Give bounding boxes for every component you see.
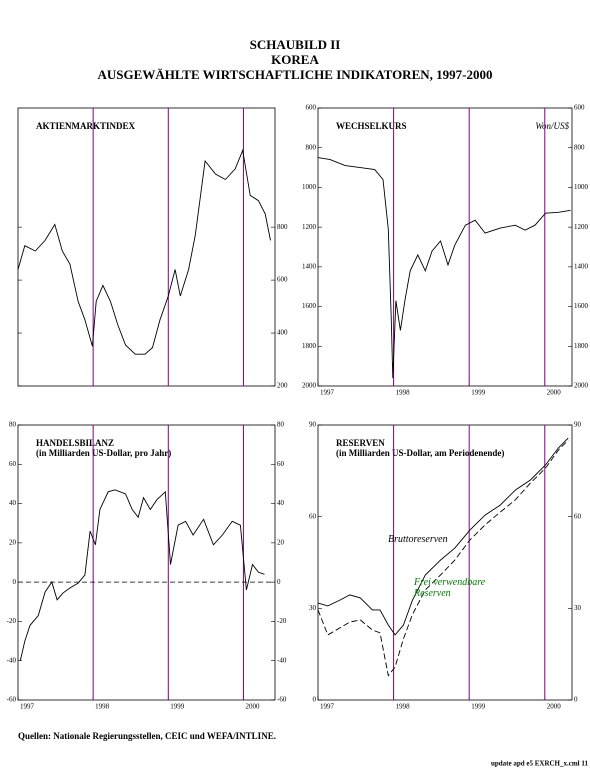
x-tick-label: 2000 — [245, 703, 260, 711]
y-tick-label: 800 — [277, 223, 288, 231]
y-tick-label: -60 — [277, 696, 287, 704]
y-tick-label: 1400 — [574, 262, 589, 270]
y-tick-label: 1400 — [302, 262, 317, 270]
panel-title: AKTIENMARKTINDEX — [36, 121, 136, 131]
x-tick-label: 2000 — [547, 703, 562, 711]
data-line — [317, 437, 569, 636]
page-title: KOREA — [271, 52, 319, 67]
series-label: Bruttoreserven — [388, 534, 448, 545]
y-tick-label: 600 — [277, 276, 288, 284]
y-tick-label: -60 — [7, 696, 17, 704]
y-tick-label: 600 — [574, 104, 585, 112]
data-line — [317, 439, 569, 677]
data-line — [317, 157, 571, 379]
panel-subtitle: (in Milliarden US-Dollar, pro Jahr) — [36, 448, 171, 458]
y-tick-label: 80 — [9, 421, 17, 429]
x-tick-label: 1998 — [396, 389, 411, 397]
y-tick-label: 1800 — [574, 342, 589, 350]
plot-frame — [17, 107, 276, 387]
x-tick-label: 1999 — [471, 703, 486, 711]
y-tick-label: 90 — [574, 421, 582, 429]
x-tick-label: 1997 — [320, 703, 335, 711]
page-title: SCHAUBILD II — [250, 37, 341, 52]
x-tick-label: 2000 — [547, 389, 562, 397]
panel-title: HANDELSBILANZ — [36, 438, 114, 448]
panel-title: WECHSELKURS — [336, 121, 407, 131]
y-tick-label: 60 — [309, 512, 317, 520]
x-tick-label: 1999 — [170, 703, 185, 711]
data-line — [17, 148, 271, 355]
y-tick-label: 1800 — [302, 342, 317, 350]
y-tick-label: 60 — [574, 512, 582, 520]
y-tick-label: 1000 — [574, 183, 589, 191]
y-tick-label: 30 — [309, 604, 317, 612]
y-tick-label: 1200 — [574, 223, 589, 231]
y-tick-label: 1600 — [302, 302, 317, 310]
y-tick-label: 400 — [277, 329, 288, 337]
x-tick-label: 1998 — [396, 703, 411, 711]
y-tick-label: 60 — [277, 460, 285, 468]
y-tick-label: 20 — [277, 538, 285, 546]
y-tick-label: 40 — [9, 499, 17, 507]
y-tick-label: 1000 — [302, 183, 317, 191]
y-tick-label: -40 — [7, 656, 17, 664]
series-label: Frei verwendbare Reserven — [414, 577, 486, 599]
footnote: update apd e5 EXRCH_x.cml 11 — [491, 760, 589, 768]
y-tick-label: 80 — [277, 421, 285, 429]
x-tick-label: 1998 — [95, 703, 110, 711]
panel-title: RESERVEN — [336, 438, 385, 448]
plot-frame — [17, 424, 276, 701]
y-tick-label: 40 — [277, 499, 285, 507]
y-tick-label: 30 — [574, 604, 582, 612]
y-tick-label: 2000 — [302, 382, 317, 390]
y-tick-label: -20 — [7, 617, 17, 625]
y-tick-label: 800 — [306, 143, 317, 151]
plot-frame — [317, 424, 573, 701]
y-tick-label: 1200 — [302, 223, 317, 231]
y-tick-label: 600 — [306, 104, 317, 112]
x-tick-label: 1999 — [471, 389, 486, 397]
y-tick-label: 0 — [13, 578, 17, 586]
y-tick-label: 0 — [277, 578, 281, 586]
y-tick-label: 0 — [574, 696, 578, 704]
y-tick-label: 0 — [313, 696, 317, 704]
y-tick-label: 2000 — [574, 382, 589, 390]
y-tick-label: -20 — [277, 617, 287, 625]
x-tick-label: 1997 — [320, 389, 335, 397]
y-tick-label: 200 — [277, 382, 288, 390]
y-tick-label: 90 — [309, 421, 317, 429]
x-tick-label: 1997 — [20, 703, 35, 711]
panel-subtitle: (in Milliarden US-Dollar, am Periodenend… — [336, 448, 504, 458]
y-tick-label: 1600 — [574, 302, 589, 310]
page-title: AUSGEWÄHLTE WIRTSCHAFTLICHE INDIKATOREN,… — [98, 67, 493, 82]
source: Quellen: Nationale Regierungsstellen, CE… — [18, 731, 276, 741]
y-tick-label: 20 — [9, 538, 17, 546]
plot-frame — [317, 107, 573, 387]
data-line — [19, 489, 265, 661]
y-tick-label: 800 — [574, 143, 585, 151]
unit-note: Won/US$ — [535, 121, 569, 131]
y-tick-label: -40 — [277, 656, 287, 664]
y-tick-label: 60 — [9, 460, 17, 468]
